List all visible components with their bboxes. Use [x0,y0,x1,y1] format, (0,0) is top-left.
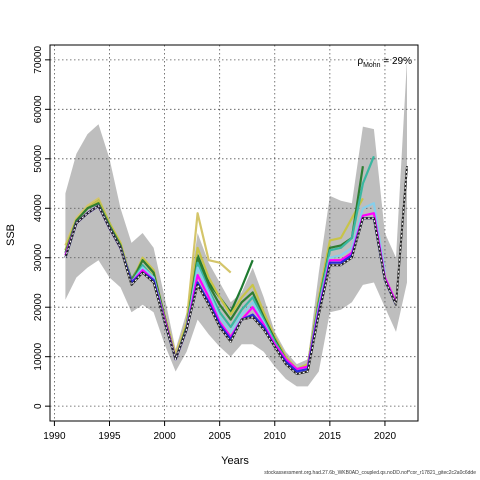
x-tick-label: 2015 [319,431,342,442]
y-tick-label: 10000 [33,342,44,370]
x-tick-label: 1995 [98,431,121,442]
grid-layer [50,45,418,421]
y-axis: 0 10000 20000 30000 40000 50000 60000 70000 [33,46,50,409]
x-tick-label: 1990 [43,431,66,442]
rho-symbol: ρ [357,56,363,67]
series-line-dash-overlay [64,166,408,375]
x-tick-label: 2010 [264,431,287,442]
mohn-rho-annotation: ρMohn = 29% [357,56,412,69]
y-tick-label: 60000 [33,95,44,123]
rho-value: = 29% [381,56,413,67]
y-tick-label: 0 [33,403,44,409]
x-tick-label: 2005 [209,431,232,442]
y-tick-label: 30000 [33,243,44,271]
y-axis-label: SSB [5,224,17,246]
source-footnote: stockassessment.org.had.27.6b_WKB0AD_cou… [264,470,476,476]
series-layer [64,155,408,375]
plot-frame [49,44,419,422]
x-tick-label: 2020 [374,431,397,442]
y-tick-label: 40000 [33,194,44,222]
y-tick-label: 50000 [33,144,44,172]
x-axis-label: Years [221,455,249,467]
rho-subscript: Mohn [363,62,381,69]
x-tick-label: 2000 [153,431,176,442]
x-axis: 1990 1995 2000 2005 2010 2015 2020 [43,421,397,442]
y-tick-label: 20000 [33,293,44,321]
y-tick-label: 70000 [33,46,44,74]
